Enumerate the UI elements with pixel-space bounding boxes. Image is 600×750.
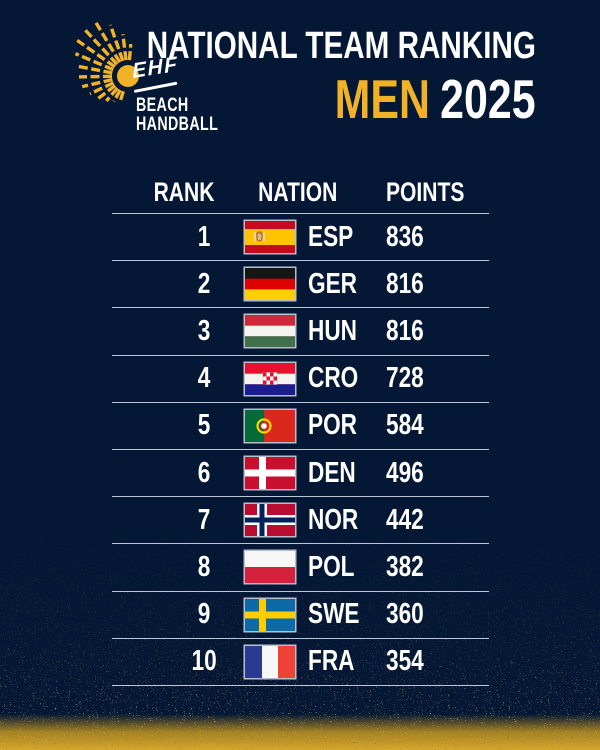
nation-code: DEN: [308, 456, 356, 489]
column-header-points: POINTS: [386, 177, 465, 207]
hungary-flag-icon: [245, 315, 295, 348]
points-cell: 816: [386, 267, 424, 300]
table-row: 8 POL 382: [112, 544, 489, 592]
logo-beach-text: BEACH: [136, 95, 189, 116]
points-cell: 836: [386, 220, 424, 253]
page-title: NATIONAL TEAM RANKING: [37, 27, 536, 65]
nation-cell: HUN: [245, 315, 386, 348]
table-row: 3 HUN 816: [112, 308, 489, 356]
page-subtitle-text: MEN 2025: [335, 72, 536, 127]
nation-code: ESP: [308, 220, 354, 253]
rank-cell: 9: [198, 598, 211, 631]
ranking-table: RANK NATION POINTS 1 ESP 836 2 GER: [112, 172, 489, 686]
points-cell: 360: [386, 598, 424, 631]
sweden-flag-icon: [245, 598, 295, 631]
table-row: 2 GER 816: [112, 261, 489, 309]
table-row: 4 CRO 728: [112, 356, 489, 403]
header-titles: NATIONAL TEAM RANKING MEN 2025: [37, 27, 536, 127]
nation-code: CRO: [308, 362, 359, 395]
nation-code: POR: [308, 409, 358, 442]
column-header-nation: NATION: [258, 177, 338, 207]
spain-flag-icon: [245, 221, 295, 254]
points-cell: 816: [386, 314, 424, 347]
nation-code: POL: [308, 550, 355, 583]
points-cell: 584: [386, 409, 424, 442]
subtitle-category: MEN: [335, 68, 431, 130]
nation-cell: GER: [245, 268, 386, 301]
nation-code: HUN: [308, 314, 358, 347]
sunburst-icon: [74, 22, 139, 103]
table-row: 9 SWE 360: [112, 592, 489, 639]
portugal-flag-icon: [245, 409, 295, 442]
nation-cell: SWE: [245, 598, 386, 631]
table-header-row: RANK NATION POINTS: [112, 172, 489, 214]
nation-cell: CRO: [245, 362, 386, 395]
table-row: 7 NOR 442: [112, 497, 489, 545]
rank-cell: 10: [191, 645, 218, 678]
column-header-rank: RANK: [153, 177, 214, 207]
germany-flag-icon: [245, 268, 295, 301]
page-subtitle: MEN 2025: [37, 72, 536, 127]
croatia-flag-icon: [245, 362, 295, 395]
points-cell: 354: [386, 645, 424, 678]
page-title-text: NATIONAL TEAM RANKING: [146, 25, 536, 67]
rank-cell: 2: [198, 267, 211, 300]
table-row: 1 ESP 836: [112, 214, 489, 262]
rank-cell: 4: [198, 362, 211, 395]
nation-cell: DEN: [245, 457, 386, 490]
logo-handball-text: HANDBALL: [136, 114, 219, 135]
nation-cell: POR: [245, 409, 386, 442]
nation-cell: ESP: [245, 221, 386, 254]
table-row: 6 DEN 496: [112, 450, 489, 498]
rank-cell: 8: [198, 550, 211, 583]
denmark-flag-icon: [245, 457, 295, 490]
subtitle-year: 2025: [440, 68, 536, 130]
points-cell: 728: [386, 362, 424, 395]
rank-cell: 5: [198, 409, 211, 442]
rank-cell: 6: [198, 456, 211, 489]
table-row: 5 POR 584: [112, 403, 489, 450]
rank-cell: 3: [198, 314, 211, 347]
points-cell: 442: [386, 503, 424, 536]
points-cell: 496: [386, 456, 424, 489]
nation-code: NOR: [308, 503, 359, 536]
nation-cell: FRA: [245, 645, 386, 678]
nation-code: FRA: [308, 645, 355, 678]
france-flag-icon: [245, 645, 295, 678]
rank-cell: 7: [198, 503, 211, 536]
nation-cell: POL: [245, 551, 386, 584]
rank-cell: 1: [198, 220, 211, 253]
nation-code: SWE: [308, 598, 360, 631]
nation-code: GER: [308, 267, 358, 300]
points-cell: 382: [386, 550, 424, 583]
poland-flag-icon: [245, 551, 295, 584]
table-row: 10 FRA 354: [112, 639, 489, 686]
norway-flag-icon: [245, 504, 295, 537]
nation-cell: NOR: [245, 504, 386, 537]
